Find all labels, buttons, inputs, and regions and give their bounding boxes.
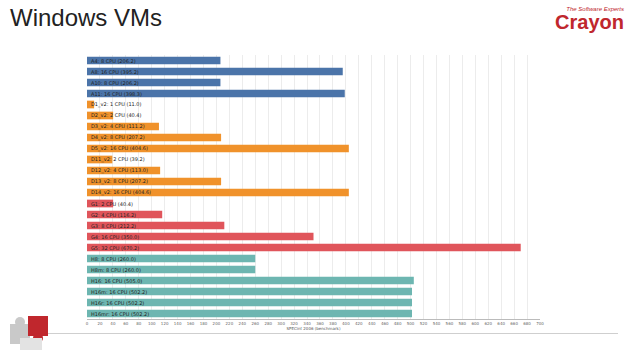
- svg-text:H8: 8 CPU (260.0): H8: 8 CPU (260.0): [91, 256, 136, 262]
- svg-text:520: 520: [420, 321, 428, 326]
- svg-text:G2: 4 CPU (116.2): G2: 4 CPU (116.2): [91, 212, 136, 218]
- svg-text:D13_v2: 8 CPU (207.2): D13_v2: 8 CPU (207.2): [91, 178, 148, 185]
- svg-text:D4_v2: 8 CPU (207.2): D4_v2: 8 CPU (207.2): [91, 134, 145, 141]
- svg-text:80: 80: [136, 321, 142, 326]
- svg-text:60: 60: [123, 321, 129, 326]
- svg-text:G3: 8 CPU (212.2): G3: 8 CPU (212.2): [91, 223, 136, 229]
- svg-text:640: 640: [497, 321, 505, 326]
- html-text:The Software Experts: The Software Experts: [566, 6, 624, 12]
- svg-text:340: 340: [303, 321, 311, 326]
- svg-text:560: 560: [446, 321, 454, 326]
- svg-text:600: 600: [471, 321, 479, 326]
- svg-text:40: 40: [110, 321, 116, 326]
- svg-text:480: 480: [394, 321, 402, 326]
- svg-text:180: 180: [200, 321, 208, 326]
- svg-text:A10: 8 CPU (206.2): A10: 8 CPU (206.2): [91, 80, 139, 86]
- svg-text:140: 140: [174, 321, 182, 326]
- svg-text:A8: 16 CPU (395.2): A8: 16 CPU (395.2): [91, 69, 139, 75]
- svg-text:620: 620: [484, 321, 492, 326]
- svg-text:A4: 8 CPU (206.2): A4: 8 CPU (206.2): [91, 58, 136, 64]
- svg-text:380: 380: [329, 321, 337, 326]
- svg-text:H16r: 16 CPU (502.2): H16r: 16 CPU (502.2): [91, 300, 144, 306]
- svg-text:H8m: 8 CPU (260.0): H8m: 8 CPU (260.0): [91, 267, 141, 273]
- svg-text:220: 220: [226, 321, 234, 326]
- svg-text:540: 540: [433, 321, 441, 326]
- svg-text:300: 300: [277, 321, 285, 326]
- html-text:Crayon: Crayon: [555, 11, 624, 33]
- svg-text:G5: 32 CPU (670.2): G5: 32 CPU (670.2): [91, 245, 139, 251]
- svg-text:360: 360: [316, 321, 324, 326]
- svg-text:420: 420: [355, 321, 363, 326]
- svg-text:D3_v2: 4 CPU (111.2): D3_v2: 4 CPU (111.2): [91, 123, 145, 130]
- svg-text:20: 20: [97, 321, 103, 326]
- svg-text:D12_v2: 4 CPU (113.0): D12_v2: 4 CPU (113.0): [91, 167, 148, 174]
- svg-text:400: 400: [342, 321, 350, 326]
- svg-text:500: 500: [407, 321, 415, 326]
- svg-text:SPECint 2006 (benchmark): SPECint 2006 (benchmark): [287, 326, 341, 331]
- svg-text:200: 200: [213, 321, 221, 326]
- svg-text:A11: 16 CPU (398.3): A11: 16 CPU (398.3): [91, 91, 142, 97]
- svg-text:D5_v2: 16 CPU (404.6): D5_v2: 16 CPU (404.6): [91, 145, 148, 152]
- svg-text:D1_v2: 1 CPU (11.0): D1_v2: 1 CPU (11.0): [91, 101, 142, 108]
- svg-text:440: 440: [368, 321, 376, 326]
- svg-text:680: 680: [523, 321, 531, 326]
- svg-text:160: 160: [187, 321, 195, 326]
- svg-text:260: 260: [251, 321, 259, 326]
- svg-text:D14_v2: 16 CPU (404.6): D14_v2: 16 CPU (404.6): [91, 189, 151, 196]
- svg-text:240: 240: [238, 321, 246, 326]
- svg-text:320: 320: [290, 321, 298, 326]
- svg-text:H16: 16 CPU (505.0): H16: 16 CPU (505.0): [91, 278, 142, 284]
- svg-text:580: 580: [459, 321, 467, 326]
- svg-text:120: 120: [161, 321, 169, 326]
- svg-text:660: 660: [510, 321, 518, 326]
- svg-text:G1: 2 CPU (40.4): G1: 2 CPU (40.4): [91, 201, 133, 207]
- svg-text:0: 0: [86, 321, 89, 326]
- svg-text:460: 460: [381, 321, 389, 326]
- svg-text:H16m: 16 CPU (502.2): H16m: 16 CPU (502.2): [91, 289, 147, 295]
- svg-text:700: 700: [536, 321, 544, 326]
- html-text:Windows VMs: Windows VMs: [10, 4, 162, 31]
- svg-text:D11_v2: 2 CPU (39.2): D11_v2: 2 CPU (39.2): [91, 156, 145, 163]
- svg-text:G4: 16 CPU (350.0): G4: 16 CPU (350.0): [91, 234, 139, 240]
- svg-text:100: 100: [148, 321, 156, 326]
- svg-text:H16mr: 16 CPU (502.2): H16mr: 16 CPU (502.2): [91, 311, 149, 317]
- svg-text:280: 280: [264, 321, 272, 326]
- svg-text:D2_v2: 2 CPU (40.4): D2_v2: 2 CPU (40.4): [91, 112, 142, 119]
